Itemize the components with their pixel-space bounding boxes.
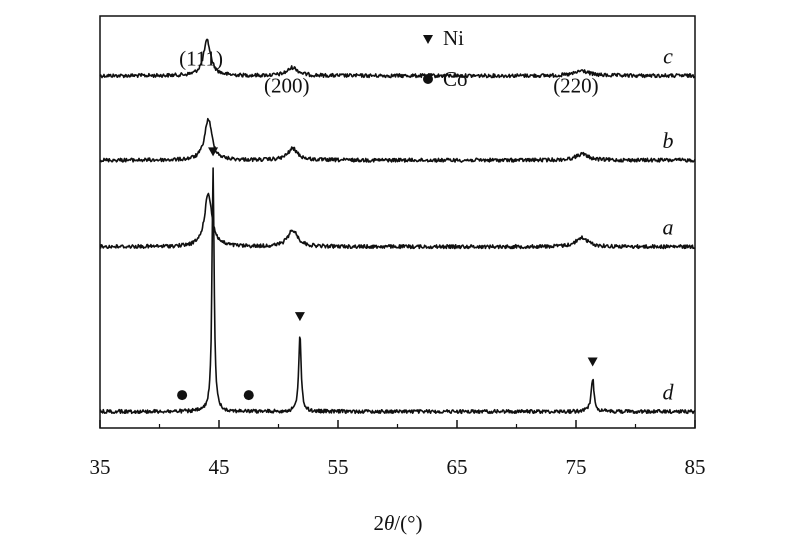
legend-co-label: Co <box>443 67 468 91</box>
peak-label: (220) <box>553 73 599 97</box>
plot-frame <box>99 15 696 429</box>
x-tick-label: 45 <box>209 455 230 479</box>
series-labels: c b a d <box>663 44 675 405</box>
ni-marker <box>208 147 219 157</box>
co-marker <box>177 390 188 401</box>
x-axis-label: 2θ/(°) <box>373 511 422 535</box>
x-tick-label: 85 <box>685 455 706 479</box>
plot-border <box>99 15 696 429</box>
peak-label: (200) <box>264 73 310 97</box>
peak-labels: (111) (200) (220) <box>179 47 599 98</box>
ni-marker <box>294 312 305 322</box>
trace-d <box>99 167 696 415</box>
x-ticks: 35 45 55 65 75 85 <box>90 420 706 479</box>
legend-ni-label: Ni <box>443 26 464 50</box>
x-tick-label: 65 <box>447 455 468 479</box>
trace-a <box>99 192 696 250</box>
x-tick-label: 55 <box>328 455 349 479</box>
legend-ni-marker <box>423 35 433 44</box>
series-label-d: d <box>663 380 675 405</box>
legend: Ni Co <box>423 26 468 91</box>
ni-marker <box>587 357 598 367</box>
x-tick-label: 75 <box>566 455 587 479</box>
series-label-a: a <box>663 215 674 240</box>
series-label-c: c <box>663 44 673 69</box>
series-traces <box>99 38 696 415</box>
legend-co-marker <box>423 74 433 84</box>
trace-b <box>99 117 696 163</box>
peak-label: (111) <box>179 47 223 71</box>
phase-markers <box>177 147 598 401</box>
co-marker <box>243 390 254 401</box>
series-label-b: b <box>663 128 674 153</box>
x-tick-label: 35 <box>90 455 111 479</box>
trace-c <box>99 38 696 79</box>
